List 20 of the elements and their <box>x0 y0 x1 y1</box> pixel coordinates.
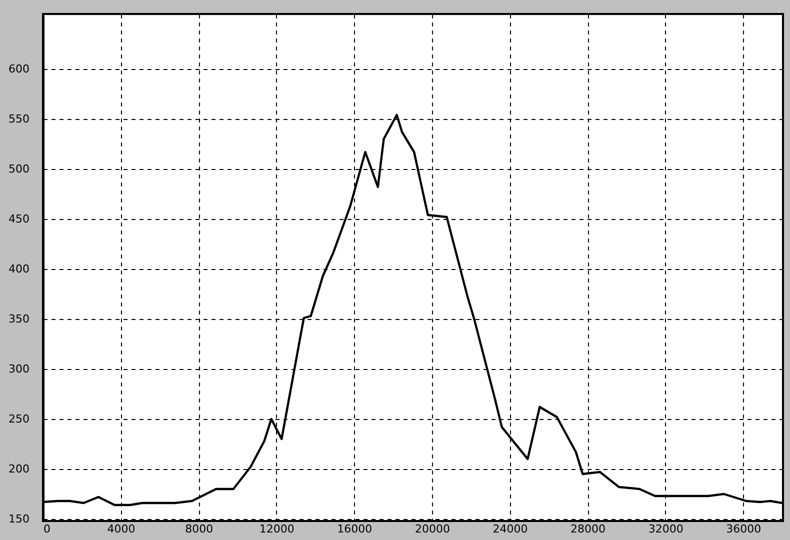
x-tick-label: 24000 <box>492 522 528 536</box>
y-tick-label: 550 <box>8 112 30 126</box>
x-tick-label: 20000 <box>414 522 450 536</box>
y-tick-label: 200 <box>8 462 30 476</box>
y-tick-label: 450 <box>8 212 30 226</box>
x-tick-label: 8000 <box>185 522 214 536</box>
y-tick-label: 500 <box>8 162 30 176</box>
x-tick-label: 36000 <box>726 522 762 536</box>
y-tick-label: 300 <box>8 362 30 376</box>
x-tick-label: 4000 <box>107 522 136 536</box>
x-tick-label: 28000 <box>570 522 606 536</box>
y-tick-label: 600 <box>8 62 30 76</box>
y-tick-label: 400 <box>8 262 30 276</box>
x-tick-label: 0 <box>44 522 50 536</box>
y-tick-label: 350 <box>8 312 30 326</box>
x-tick-label: 32000 <box>648 522 684 536</box>
x-tick-label: 16000 <box>337 522 372 536</box>
y-tick-label: 150 <box>8 512 30 526</box>
x-tick-label: 12000 <box>259 522 294 536</box>
y-tick-label: 250 <box>8 412 30 426</box>
